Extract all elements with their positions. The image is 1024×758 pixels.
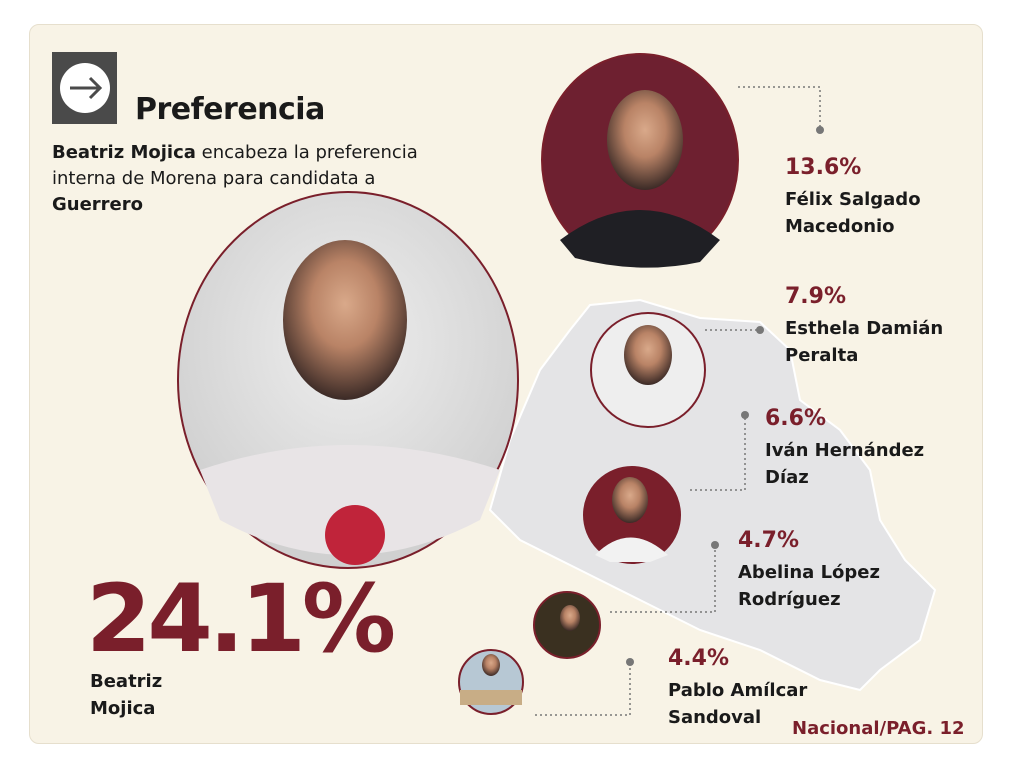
- candidate-percent: 4.7%: [738, 528, 800, 553]
- photo-face: [482, 654, 500, 676]
- subtitle: Beatriz Mojica encabeza la preferencia i…: [52, 140, 422, 218]
- candidate-percent: 7.9%: [785, 284, 847, 309]
- photo-flower: [325, 505, 385, 565]
- name-line: Iván Hernández: [765, 440, 925, 461]
- name-line: Félix Salgado: [785, 189, 921, 210]
- subtitle-part: encabeza la preferencia interna de Moren…: [52, 142, 418, 189]
- title: Preferencia: [135, 92, 325, 127]
- candidate-name: Pablo Amílcar Sandoval: [668, 677, 807, 731]
- footer: Nacional/PAG. 12: [792, 718, 965, 739]
- connector-dots: [626, 126, 824, 666]
- name-line: Sandoval: [668, 707, 762, 728]
- name-line: Esthela Damián: [785, 318, 944, 339]
- subtitle-part: Guerrero: [52, 194, 144, 215]
- candidate-percent: 4.4%: [668, 646, 730, 671]
- name-line: Macedonio: [785, 216, 895, 237]
- subtitle-part: Beatriz Mojica: [52, 142, 196, 163]
- photo-sand: [460, 690, 522, 705]
- name-line: Beatriz: [90, 671, 163, 692]
- photo-shirt: [595, 537, 668, 562]
- photo-face: [624, 325, 672, 385]
- candidate-percent: 13.6%: [785, 155, 862, 180]
- lead-name: Beatriz Mojica: [90, 668, 162, 722]
- photo-face: [612, 477, 648, 523]
- photo-blouse: [200, 445, 500, 555]
- name-line: Díaz: [765, 467, 809, 488]
- connectors: [535, 86, 821, 716]
- name-line: Pablo Amílcar: [668, 680, 808, 701]
- candidate-percent: 6.6%: [765, 406, 827, 431]
- photo-suit: [560, 210, 720, 268]
- candidate-name: Iván Hernández Díaz: [765, 437, 924, 491]
- name-line: Mojica: [90, 698, 156, 719]
- candidate-name: Félix Salgado Macedonio: [785, 186, 921, 240]
- name-line: Abelina López: [738, 562, 880, 583]
- candidate-name: Esthela Damián Peralta: [785, 315, 943, 369]
- name-line: Rodríguez: [738, 589, 841, 610]
- photo-face: [283, 240, 407, 400]
- name-line: Peralta: [785, 345, 859, 366]
- candidate-name: Abelina López Rodríguez: [738, 559, 880, 613]
- photo-face: [607, 90, 683, 190]
- icon-arrow: [70, 76, 103, 100]
- lead-percent: 24.1%: [86, 565, 396, 674]
- photo-face: [560, 605, 580, 631]
